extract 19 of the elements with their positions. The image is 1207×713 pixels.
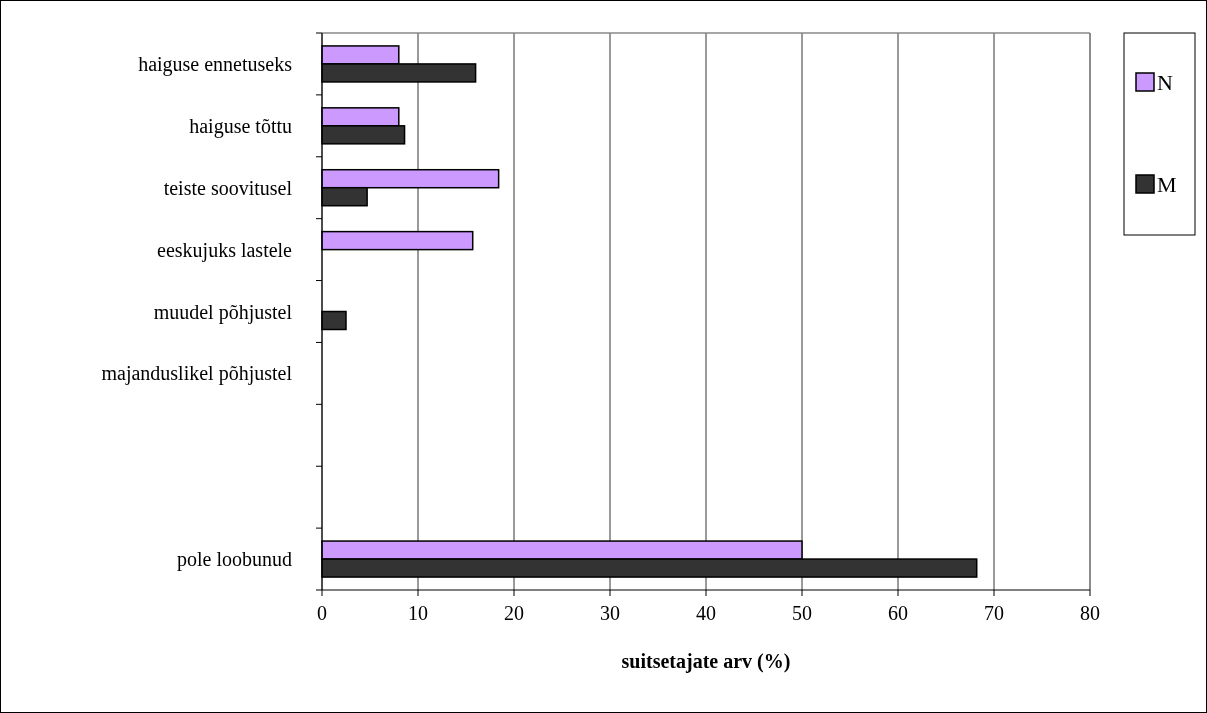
y-tick-label: majanduslikel põhjustel bbox=[101, 362, 293, 386]
y-tick-label: teiste soovitusel bbox=[163, 176, 293, 199]
y-tick-label: eeskujuks lastele bbox=[157, 238, 293, 262]
x-tick-label: 50 bbox=[792, 602, 812, 624]
y-tick-label: haiguse tõttu bbox=[189, 114, 292, 138]
x-tick-label: 30 bbox=[600, 602, 620, 624]
x-tick-label: 20 bbox=[504, 602, 524, 624]
x-tick-label: 40 bbox=[696, 602, 716, 624]
x-tick-label: 80 bbox=[1080, 602, 1100, 624]
x-axis-title: suitsetajate arv (%) bbox=[621, 650, 791, 673]
x-tick-label: 60 bbox=[888, 602, 908, 624]
legend-label: N bbox=[1157, 70, 1173, 95]
y-tick-label: haiguse ennetuseks bbox=[138, 52, 293, 76]
x-tick-label: 10 bbox=[408, 602, 428, 624]
y-tick-label: pole loobunud bbox=[177, 548, 292, 572]
x-tick-label: 70 bbox=[984, 602, 1004, 624]
y-tick-label: muudel põhjustel bbox=[153, 300, 293, 324]
legend-label: M bbox=[1157, 172, 1177, 197]
x-tick-label: 0 bbox=[317, 602, 327, 624]
